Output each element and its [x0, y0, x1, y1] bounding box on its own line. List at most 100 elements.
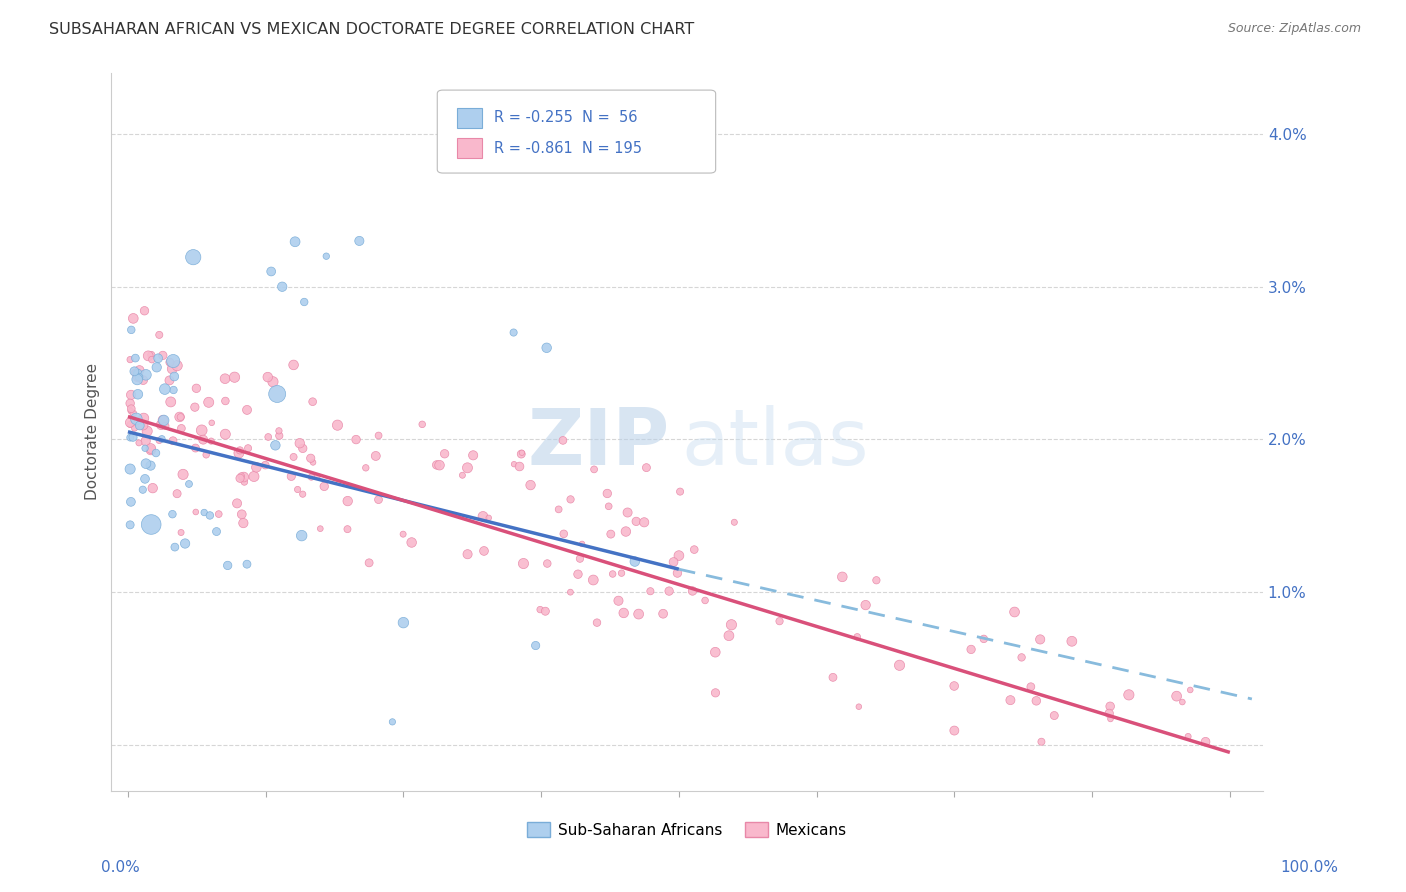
- Point: [120, 404, 142, 418]
- Point: [124, 364, 146, 378]
- Point: [150, 432, 173, 446]
- Point: [302, 455, 325, 469]
- Point: [668, 549, 690, 563]
- Point: [855, 598, 877, 612]
- Point: [1031, 735, 1053, 749]
- Point: [1029, 632, 1052, 647]
- Point: [186, 381, 208, 395]
- Point: [865, 574, 887, 588]
- Point: [571, 537, 593, 551]
- Point: [768, 614, 790, 628]
- Point: [599, 527, 621, 541]
- Point: [411, 417, 433, 432]
- Point: [236, 557, 259, 571]
- Point: [723, 516, 745, 530]
- Point: [567, 567, 589, 582]
- Point: [529, 602, 551, 616]
- Point: [586, 615, 609, 630]
- Point: [666, 566, 689, 580]
- Point: [284, 235, 307, 249]
- Point: [127, 387, 149, 401]
- Point: [135, 457, 157, 471]
- Point: [226, 496, 249, 510]
- Point: [704, 645, 727, 659]
- Point: [568, 551, 591, 566]
- Point: [287, 483, 309, 497]
- Point: [536, 341, 558, 355]
- Point: [1099, 712, 1122, 726]
- Point: [1004, 605, 1026, 619]
- Point: [262, 375, 284, 389]
- Point: [472, 544, 495, 558]
- Point: [233, 475, 256, 489]
- Point: [848, 699, 870, 714]
- Point: [120, 462, 142, 476]
- Point: [283, 450, 305, 464]
- Point: [1118, 688, 1140, 702]
- Point: [846, 630, 869, 644]
- Point: [502, 326, 524, 340]
- Point: [120, 431, 142, 445]
- Point: [831, 570, 853, 584]
- Point: [120, 417, 142, 432]
- Point: [145, 360, 167, 375]
- Point: [257, 430, 280, 444]
- Point: [299, 470, 322, 484]
- Point: [364, 449, 387, 463]
- Point: [125, 366, 148, 380]
- Point: [198, 508, 221, 523]
- Point: [633, 516, 655, 530]
- Point: [536, 557, 558, 571]
- Point: [510, 446, 533, 460]
- Point: [583, 462, 606, 476]
- Point: [401, 535, 423, 549]
- Point: [704, 686, 727, 700]
- Point: [135, 434, 157, 448]
- Point: [124, 421, 146, 435]
- Point: [943, 679, 966, 693]
- Point: [120, 401, 142, 416]
- Point: [160, 362, 183, 376]
- Point: [162, 434, 184, 448]
- Point: [1171, 695, 1194, 709]
- Point: [534, 604, 557, 618]
- Y-axis label: Doctorate Degree: Doctorate Degree: [86, 363, 100, 500]
- Point: [170, 421, 193, 435]
- Point: [152, 413, 174, 427]
- Point: [1180, 683, 1202, 698]
- Text: 0.0%: 0.0%: [101, 861, 141, 875]
- Point: [139, 443, 162, 458]
- Point: [229, 443, 252, 458]
- Legend: Sub-Saharan Africans, Mexicans: Sub-Saharan Africans, Mexicans: [522, 815, 853, 844]
- Point: [162, 507, 184, 521]
- Point: [512, 557, 534, 571]
- Point: [821, 670, 844, 684]
- Point: [1099, 699, 1122, 714]
- Point: [1043, 708, 1066, 723]
- Point: [582, 573, 605, 587]
- Point: [344, 433, 367, 447]
- Point: [139, 442, 162, 456]
- Point: [307, 469, 329, 483]
- Point: [148, 327, 170, 342]
- Point: [266, 387, 288, 401]
- Point: [193, 433, 215, 447]
- Point: [120, 495, 142, 509]
- Point: [132, 373, 155, 387]
- Point: [128, 418, 150, 433]
- Point: [658, 584, 681, 599]
- Point: [236, 442, 259, 456]
- Point: [433, 447, 456, 461]
- Point: [132, 483, 155, 497]
- Point: [132, 411, 155, 425]
- Point: [457, 547, 479, 561]
- Point: [155, 418, 177, 433]
- Point: [120, 396, 142, 410]
- Point: [128, 435, 150, 450]
- Point: [169, 410, 191, 425]
- Point: [124, 365, 146, 379]
- Point: [720, 617, 742, 632]
- Point: [354, 460, 377, 475]
- Point: [1098, 706, 1121, 721]
- Point: [232, 470, 254, 484]
